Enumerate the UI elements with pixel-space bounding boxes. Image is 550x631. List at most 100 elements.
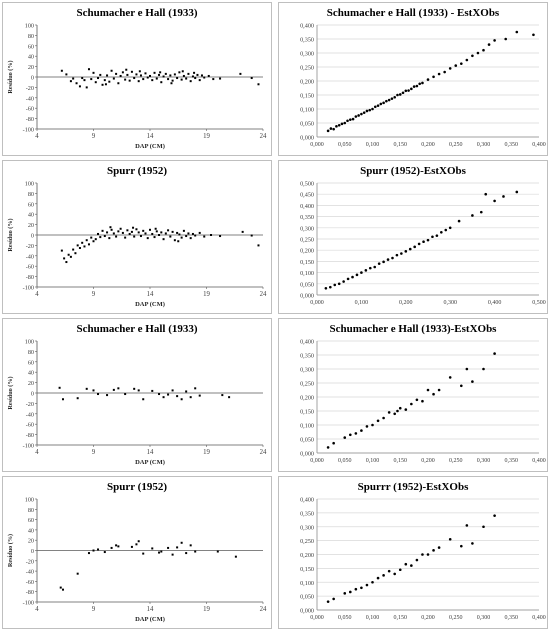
y-axis-label: Resíduo (%) (7, 218, 14, 251)
y-tick-label: 0,300 (300, 367, 314, 374)
y-tick-label: -100 (23, 443, 34, 450)
x-tick-label: 0,050 (338, 142, 352, 148)
data-point (382, 416, 385, 420)
x-tick-label: 0,400 (532, 142, 546, 148)
data-point (164, 232, 167, 235)
data-point (194, 387, 197, 390)
data-point (125, 68, 128, 71)
data-point (115, 235, 118, 238)
data-point (60, 69, 63, 72)
data-point (178, 71, 181, 74)
x-tick-label: 0,000 (310, 458, 324, 464)
data-point (360, 271, 363, 274)
data-point (417, 242, 421, 246)
data-point (387, 569, 391, 573)
data-point (396, 409, 399, 413)
y-tick-label: 0,100 (300, 423, 314, 430)
data-point (479, 210, 483, 214)
data-point (162, 238, 165, 241)
data-point (354, 587, 358, 591)
y-tick-label: 100 (25, 497, 34, 504)
data-point (124, 393, 127, 396)
data-point (413, 245, 416, 249)
x-tick-label: 0,400 (532, 615, 546, 621)
x-tick-label: 0,400 (532, 458, 546, 464)
y-tick-label: -20 (26, 401, 34, 408)
data-point (177, 240, 180, 243)
y-tick-label: 0,150 (300, 93, 314, 100)
data-point (112, 77, 115, 80)
data-point (410, 564, 413, 567)
y-tick-label: 20 (28, 380, 34, 387)
y-tick-label: -20 (26, 243, 34, 250)
data-point (78, 85, 81, 88)
data-point (92, 240, 95, 243)
data-point (332, 597, 335, 601)
data-point (108, 237, 111, 240)
data-point (139, 74, 142, 77)
data-point (63, 257, 66, 260)
data-point (173, 73, 176, 76)
y-tick-label: 0,050 (300, 121, 314, 128)
data-point (410, 87, 413, 91)
data-point (200, 74, 203, 77)
data-point (396, 93, 399, 97)
x-tick-label: 19 (203, 449, 210, 456)
y-tick-label: 100 (25, 23, 34, 30)
data-point (329, 285, 332, 289)
data-point (189, 237, 192, 240)
data-point (58, 386, 61, 389)
y-tick-label: 0,450 (300, 192, 314, 199)
data-point (471, 214, 474, 217)
data-point (379, 102, 383, 106)
data-point (221, 394, 224, 397)
data-point (83, 245, 86, 248)
data-point (112, 388, 115, 391)
data-point (135, 543, 138, 546)
y-tick-label: 0,300 (300, 225, 314, 232)
x-tick-label: 24 (260, 291, 267, 298)
y-tick-label: 0,250 (300, 65, 314, 72)
data-point (132, 226, 135, 229)
y-tick-label: 20 (28, 538, 34, 545)
data-point (415, 398, 419, 402)
x-axis-label: DAP (CM) (135, 459, 165, 466)
data-point (81, 241, 84, 244)
data-point (426, 388, 430, 392)
data-point (349, 433, 352, 437)
data-point (104, 83, 107, 86)
data-point (371, 423, 374, 427)
chart-svg: 0,500 0,450 0,400 0,350 0,300 0,250 0,200 0,150… (300, 181, 546, 307)
x-tick-label: 0,200 (421, 142, 435, 148)
data-point (133, 387, 136, 390)
y-tick-label: -20 (26, 558, 34, 565)
data-point (454, 64, 458, 67)
data-point (173, 239, 176, 242)
data-point (371, 107, 374, 111)
chart-title: Schumacher e Hall (1933) (76, 7, 198, 19)
x-axis-label: DAP (CM) (135, 301, 165, 308)
data-point (167, 229, 170, 232)
chart-title: Spurr (1952) (107, 481, 167, 493)
data-point (187, 232, 190, 235)
data-point (340, 122, 344, 126)
data-point (176, 77, 179, 80)
data-point (160, 231, 163, 234)
y-tick-label: 40 (28, 527, 34, 534)
data-point (138, 70, 141, 73)
data-point (103, 235, 106, 238)
data-point (110, 69, 113, 72)
data-point (108, 80, 111, 83)
y-tick-label: 0,250 (300, 237, 314, 244)
data-point (94, 238, 97, 241)
data-point (382, 101, 385, 105)
data-point (151, 232, 154, 235)
data-point (360, 429, 363, 432)
data-point (187, 72, 190, 75)
data-point (326, 129, 330, 133)
data-point (137, 389, 140, 392)
y-tick-label: 40 (28, 54, 34, 61)
data-point (60, 249, 63, 252)
data-point (119, 74, 122, 77)
